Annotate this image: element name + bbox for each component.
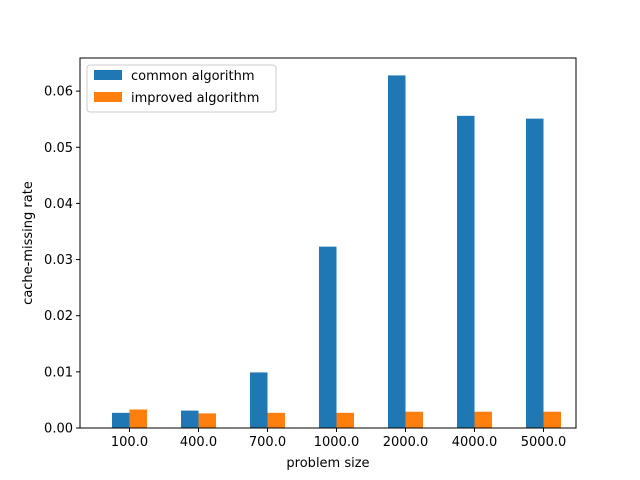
bar-common-algorithm-100.0	[112, 412, 130, 428]
bar-common-algorithm-2000.0	[388, 75, 406, 429]
x-tick-label: 400.0	[180, 435, 217, 450]
legend: common algorithm improved algorithm	[86, 64, 277, 113]
legend-label-common-algorithm: common algorithm	[131, 69, 255, 84]
bar-improved-algorithm-700.0	[267, 412, 285, 428]
y-tick-label: 0.06	[44, 85, 73, 100]
legend-swatch-common-algorithm	[94, 70, 122, 80]
bar-improved-algorithm-100.0	[129, 409, 147, 428]
bars-group	[112, 75, 561, 429]
legend-swatch-improved-algorithm	[94, 92, 122, 102]
bar-improved-algorithm-400.0	[198, 413, 216, 428]
x-axis-ticks: 100.0 400.0 700.0 1000.0 2000.0 4000.0 5000.0	[111, 428, 566, 450]
x-tick-label: 4000.0	[452, 435, 498, 450]
y-tick-label: 0.03	[44, 253, 73, 268]
bar-improved-algorithm-4000.0	[474, 411, 492, 428]
y-tick-label: 0.05	[44, 141, 73, 156]
bar-improved-algorithm-2000.0	[405, 411, 423, 428]
y-tick-label: 0.00	[44, 422, 73, 437]
bar-common-algorithm-4000.0	[457, 115, 475, 428]
x-tick-label: 100.0	[111, 435, 148, 450]
legend-box	[86, 64, 277, 113]
x-tick-label: 1000.0	[314, 435, 360, 450]
bar-common-algorithm-400.0	[181, 410, 199, 428]
bar-common-algorithm-5000.0	[526, 118, 544, 428]
bar-common-algorithm-1000.0	[319, 246, 337, 428]
x-tick-label: 5000.0	[521, 435, 567, 450]
x-axis-label: problem size	[286, 456, 369, 471]
bar-common-algorithm-700.0	[250, 372, 268, 428]
y-tick-label: 0.01	[44, 365, 73, 380]
bar-improved-algorithm-1000.0	[336, 412, 354, 428]
y-tick-label: 0.04	[44, 197, 73, 212]
x-tick-label: 2000.0	[383, 435, 429, 450]
x-tick-label: 700.0	[249, 435, 286, 450]
legend-label-improved-algorithm: improved algorithm	[131, 91, 259, 106]
plot-frame	[79, 57, 577, 429]
y-axis-ticks: 0.00 0.01 0.02 0.03 0.04 0.05 0.06	[44, 85, 80, 437]
y-axis-label: cache-missing rate	[21, 181, 36, 305]
bar-improved-algorithm-5000.0	[543, 411, 561, 428]
y-tick-label: 0.02	[44, 309, 73, 324]
